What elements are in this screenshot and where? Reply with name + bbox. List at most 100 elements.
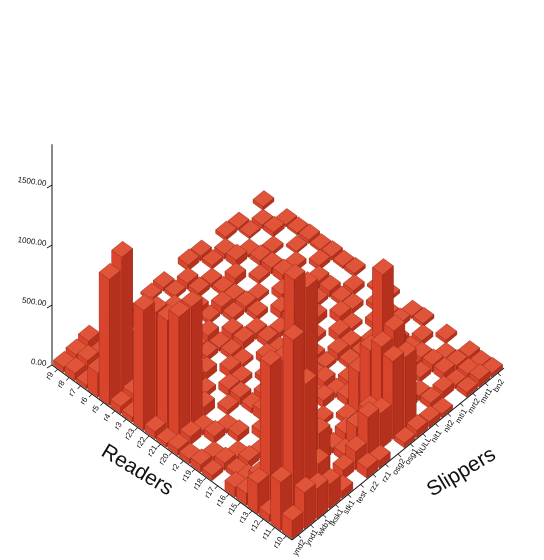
x-tick-mark (54, 368, 58, 373)
bar-r20-mti1 (329, 300, 352, 325)
x-tick-mark (134, 427, 138, 431)
bar-r8-ynd2 (64, 356, 87, 382)
x-tick-mark (237, 502, 241, 506)
z-tick-label: 0.00 (30, 357, 47, 368)
z-tick-label: 1000.00 (17, 235, 47, 248)
y-tick-mark (347, 494, 352, 498)
y-tick-mark (335, 504, 339, 508)
x-tick-label: r12 (248, 518, 262, 533)
y-tick-mark (397, 453, 402, 458)
bar-r13-ynd1 (259, 349, 282, 505)
y-tick-mark (385, 463, 389, 468)
x-tick-mark (123, 418, 127, 423)
bar-r17-bn2 (412, 306, 435, 328)
x-tick-mark (283, 535, 287, 540)
x-tick-label: r3 (112, 420, 124, 431)
bars-layer (53, 190, 503, 540)
x-tick-label: r23 (123, 426, 137, 441)
x-tick-mark (180, 460, 184, 465)
x-tick-label: r21 (146, 443, 160, 458)
x-tick-mark (77, 385, 81, 390)
bar-r9-mti1 (215, 220, 237, 242)
bar-r6-nit1 (224, 262, 247, 287)
x-tick-mark (225, 493, 230, 498)
y-tick-mark (422, 433, 427, 438)
bar-r8-mrt2 (239, 220, 261, 240)
y-tick-mark (435, 423, 439, 427)
x-tick-label: r4 (101, 412, 113, 423)
bar-r5-nit2 (248, 264, 271, 285)
x-tick-mark (248, 510, 253, 515)
x-tick-label: r9 (44, 370, 56, 381)
y-tick-mark (447, 413, 452, 417)
bar-r22-ynd2 (144, 415, 167, 440)
x-tick-label: r5 (90, 403, 102, 414)
bar-r19-tksk1 (227, 419, 250, 443)
bar-r10-mrt1 (468, 363, 491, 388)
bar-r2-wkb1 (203, 419, 226, 445)
y-tick-mark (372, 473, 377, 478)
z-tick-mark (46, 364, 53, 369)
bar-r5-bn2 (298, 223, 321, 245)
y-tick-label: bn2 (491, 377, 506, 394)
x-axis-title: Readers (97, 440, 177, 501)
bar-r5-ynd2 (98, 263, 121, 407)
bar-r15-bn2 (435, 323, 458, 345)
x-tick-mark (203, 477, 207, 481)
x-tick-label: r22 (134, 435, 148, 450)
bar-r7-nit2 (225, 243, 248, 268)
bar-r10-osg1 (393, 426, 416, 449)
bar-r9-bn2 (252, 190, 275, 211)
y-tick-mark (297, 534, 302, 539)
bar-r23-ynd2 (133, 294, 155, 432)
y-tick-mark (360, 484, 364, 488)
x-tick-label: r6 (78, 395, 90, 406)
y-tick-mark (310, 524, 314, 529)
x-tick-label: r8 (55, 378, 67, 389)
z-tick-mark (46, 304, 53, 309)
bar-r10-rz2 (356, 452, 379, 479)
x-tick-label: r2 (170, 462, 182, 473)
y-tick-mark (322, 514, 327, 518)
bar-r22-bn2 (344, 256, 366, 278)
x-tick-label: r11 (260, 527, 274, 542)
bar-r4-ynd2 (110, 390, 132, 415)
bar-r10-ynd2 (281, 504, 304, 540)
y-axis-title: Slippers (423, 442, 500, 501)
x-tick-mark (271, 527, 276, 531)
x-tick-mark (111, 410, 116, 415)
x-tick-mark (191, 468, 196, 473)
x-tick-label: r18 (191, 476, 205, 491)
x-tick-mark (260, 518, 264, 523)
x-tick-label: r15 (226, 501, 240, 516)
axes-layer: 0.00500.001000.001500.00r9r8r7r6r5r4r3r2… (17, 144, 506, 557)
x-tick-label: r7 (67, 387, 79, 398)
bar-r18-ynd2 (201, 459, 224, 482)
x-tick-mark (65, 377, 70, 381)
x-tick-mark (157, 443, 161, 448)
x-tick-label: r20 (157, 451, 171, 466)
x-tick-label: r10 (271, 535, 285, 550)
bar-r3-mrt1 (308, 249, 331, 271)
x-tick-label: r16 (214, 493, 228, 508)
bar-r10-mrt2 (456, 375, 478, 398)
y-tick-label: rz2 (367, 479, 381, 494)
bar-r9-NULL (177, 248, 200, 272)
y-tick-mark (410, 443, 414, 448)
y-tick-mark (460, 403, 464, 407)
bar-r20-stk1 (217, 393, 239, 416)
y-tick-mark (497, 372, 502, 377)
x-tick-mark (88, 393, 93, 398)
x-tick-mark (100, 402, 104, 406)
z-tick-mark (46, 244, 53, 249)
y-tick-mark (472, 393, 477, 397)
bar-r8-nit1 (201, 249, 224, 270)
x-tick-label: r13 (237, 510, 251, 525)
bar-r3-NULL (246, 299, 269, 322)
bar-r22-rz2 (219, 354, 242, 379)
bar-r21-ynd1 (168, 300, 191, 438)
bar-r5-mrt1 (285, 234, 308, 255)
x-tick-mark (214, 485, 218, 490)
z-tick-label: 1500.00 (17, 175, 47, 188)
